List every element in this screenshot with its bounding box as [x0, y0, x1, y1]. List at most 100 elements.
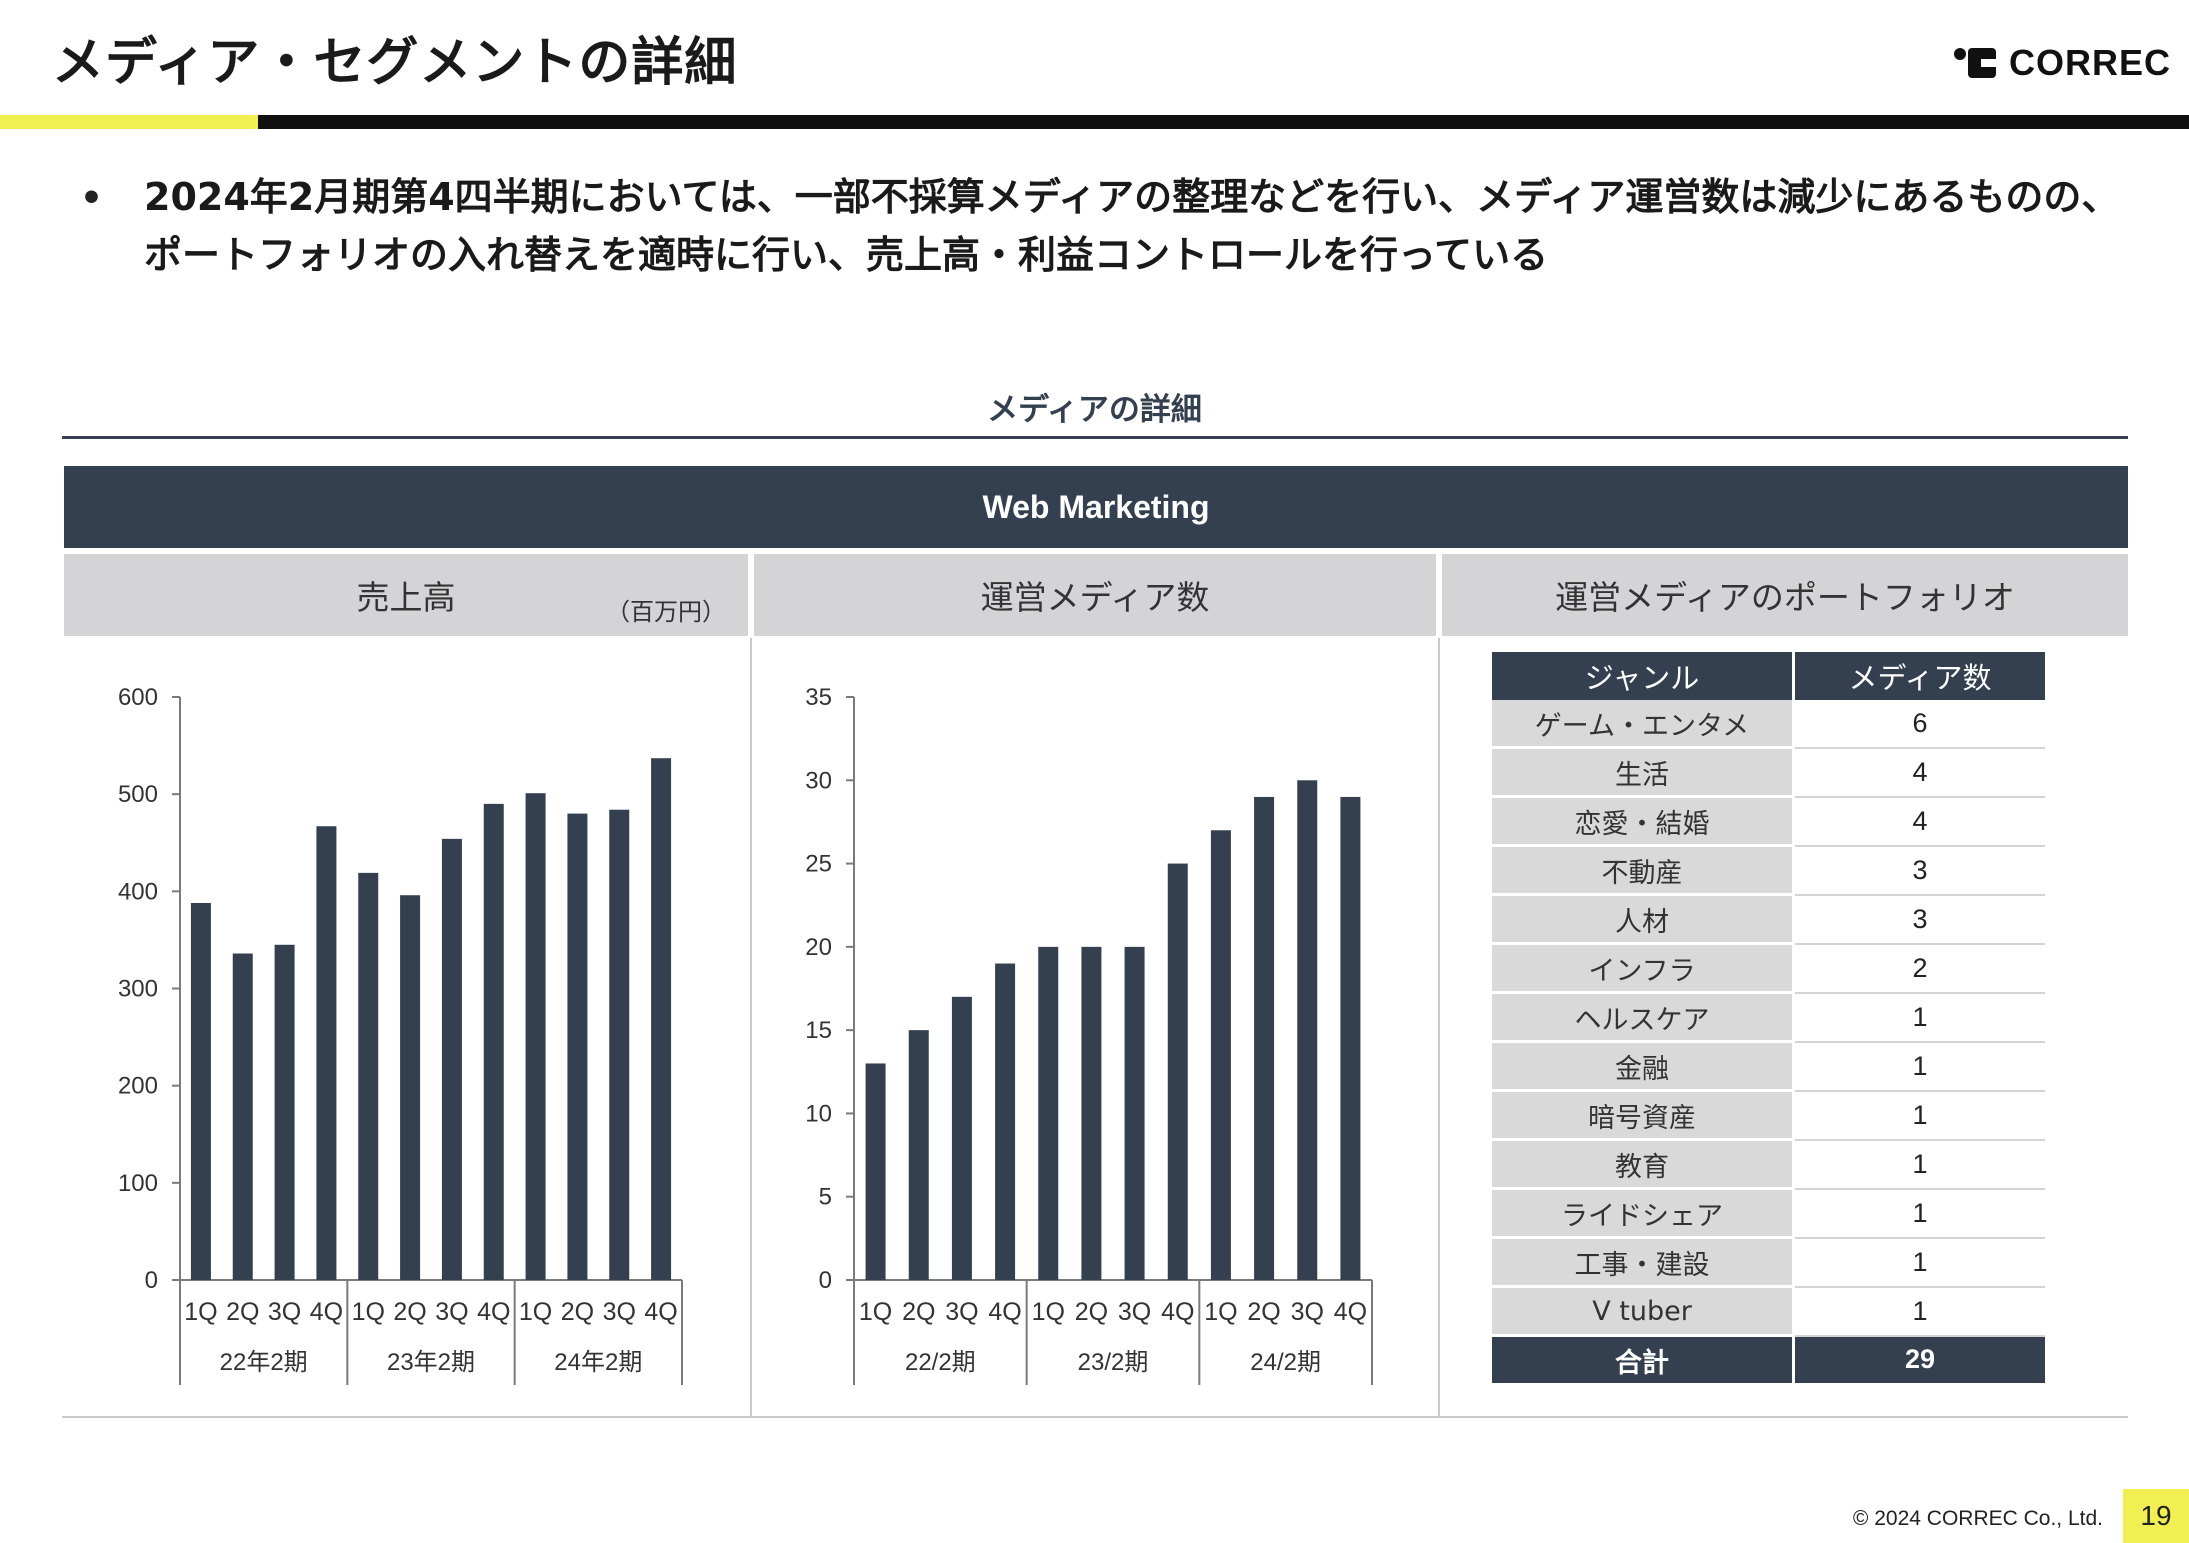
- bar: [908, 1030, 929, 1280]
- bar: [651, 758, 672, 1280]
- y-tick-label: 200: [118, 1073, 158, 1100]
- table-row: インフラ 2: [1492, 943, 2045, 994]
- count-cell: 2: [1793, 943, 2045, 994]
- x-tick-label: 4Q: [310, 1298, 343, 1326]
- x-tick-label: 2Q: [226, 1298, 259, 1326]
- count-cell: 1: [1793, 1041, 2045, 1092]
- media-count-panel-title: 運営メディア数: [980, 578, 1210, 617]
- table-row: V tuber 1: [1492, 1286, 2045, 1337]
- media-count-chart: 0 5 10 15 20 25 30 35 1Q 2Q 3Q 4Q 1Q 2Q 3Q 4Q 1Q 2Q 3Q 4Q 22…: [805, 684, 1373, 1385]
- count-cell: 1: [1793, 1090, 2045, 1141]
- portfolio-panel-title: 運営メディアのポートフォリオ: [1555, 578, 2015, 617]
- bar: [483, 803, 504, 1280]
- genre-cell: 生活: [1492, 747, 1795, 798]
- count-cell: 1: [1793, 1188, 2045, 1239]
- total-label: 合計: [1492, 1335, 1795, 1383]
- bar: [1254, 796, 1275, 1280]
- bar: [865, 1063, 886, 1280]
- portfolio-table: ジャンル メディア数 ゲーム・エンタメ 6 生活 4 恋愛・結婚 4 不動産 3 人材 3 インフラ…: [1492, 652, 2045, 1383]
- bar: [441, 838, 462, 1280]
- x-tick-label: 2Q: [902, 1298, 935, 1326]
- group-label: 22年2期: [220, 1349, 308, 1376]
- count-cell: 3: [1793, 894, 2045, 945]
- x-tick-label: 2Q: [1247, 1298, 1280, 1326]
- genre-cell: 人材: [1492, 894, 1795, 945]
- x-tick-label: 4Q: [988, 1298, 1021, 1326]
- count-cell: 6: [1793, 700, 2045, 749]
- x-tick-label: 1Q: [352, 1298, 385, 1326]
- bullet-marker: •: [80, 178, 104, 219]
- count-cell: 1: [1793, 1237, 2045, 1288]
- x-tick-label: 4Q: [1161, 1298, 1194, 1326]
- genre-cell: 工事・建設: [1492, 1237, 1795, 1288]
- y-tick-label: 300: [118, 976, 158, 1003]
- bar: [358, 872, 379, 1280]
- bar: [1210, 830, 1231, 1280]
- table-row: 人材 3: [1492, 894, 2045, 945]
- x-tick-label: 4Q: [1334, 1298, 1367, 1326]
- table-row: ライドシェア 1: [1492, 1188, 2045, 1239]
- x-tick-label: 3Q: [435, 1298, 468, 1326]
- bar: [232, 953, 253, 1280]
- total-value: 29: [1793, 1335, 2045, 1383]
- y-tick-label: 10: [805, 1100, 832, 1127]
- revenue-panel-header: 売上高: [64, 554, 748, 636]
- y-tick-label: 15: [805, 1017, 832, 1044]
- bar: [1081, 946, 1102, 1280]
- table-row: 教育 1: [1492, 1139, 2045, 1190]
- y-tick-label: 0: [819, 1267, 832, 1294]
- bar: [525, 793, 546, 1280]
- bar: [190, 902, 211, 1280]
- x-tick-label: 1Q: [859, 1298, 892, 1326]
- section-rule: [62, 436, 2128, 439]
- genre-cell: 不動産: [1492, 845, 1795, 896]
- bar: [609, 809, 630, 1280]
- y-tick-label: 400: [118, 878, 158, 905]
- table-row: 生活 4: [1492, 747, 2045, 798]
- count-cell: 1: [1793, 1139, 2045, 1190]
- bar: [400, 895, 421, 1280]
- y-tick-label: 30: [805, 767, 832, 794]
- page-title: メディア・セグメントの詳細: [52, 33, 738, 93]
- x-tick-label: 2Q: [561, 1298, 594, 1326]
- bar: [1038, 946, 1059, 1280]
- y-tick-label: 100: [118, 1170, 158, 1197]
- x-tick-label: 1Q: [184, 1298, 217, 1326]
- y-tick-label: 5: [819, 1184, 832, 1211]
- x-tick-label: 1Q: [519, 1298, 552, 1326]
- x-tick-label: 2Q: [393, 1298, 426, 1326]
- bar: [1297, 780, 1318, 1280]
- x-tick-label: 1Q: [1204, 1298, 1237, 1326]
- portfolio-panel-header: 運営メディアのポートフォリオ: [1442, 554, 2128, 636]
- y-tick-label: 25: [805, 851, 832, 878]
- table-row: 金融 1: [1492, 1041, 2045, 1092]
- y-tick-label: 35: [805, 684, 832, 711]
- total-row: 合計 29: [1492, 1335, 2045, 1383]
- genre-cell: 恋愛・結婚: [1492, 796, 1795, 847]
- group-label: 24/2期: [1250, 1349, 1321, 1376]
- count-cell: 1: [1793, 992, 2045, 1043]
- table-row: 恋愛・結婚 4: [1492, 796, 2045, 847]
- panel-divider: [1438, 638, 1440, 1418]
- bar: [1167, 863, 1188, 1280]
- count-cell: 1: [1793, 1286, 2045, 1337]
- media-count-panel-header: 運営メディア数: [754, 554, 1436, 636]
- count-cell: 4: [1793, 796, 2045, 847]
- genre-cell: ゲーム・エンタメ: [1492, 700, 1795, 749]
- group-label: 24年2期: [554, 1349, 642, 1376]
- x-tick-label: 4Q: [477, 1298, 510, 1326]
- panel-divider: [750, 638, 752, 1418]
- y-tick-label: 500: [118, 781, 158, 808]
- section-title: メディアの詳細: [987, 392, 1202, 428]
- bar: [1124, 946, 1145, 1280]
- table-header-row: ジャンル メディア数: [1492, 652, 2045, 700]
- x-tick-label: 3Q: [1291, 1298, 1324, 1326]
- x-tick-label: 3Q: [1118, 1298, 1151, 1326]
- table-row: 工事・建設 1: [1492, 1237, 2045, 1288]
- group-label: 22/2期: [905, 1349, 976, 1376]
- genre-cell: 教育: [1492, 1139, 1795, 1190]
- page-number: 19: [2123, 1489, 2189, 1543]
- bar: [951, 996, 972, 1280]
- x-tick-label: 3Q: [945, 1298, 978, 1326]
- group-label: 23/2期: [1078, 1349, 1149, 1376]
